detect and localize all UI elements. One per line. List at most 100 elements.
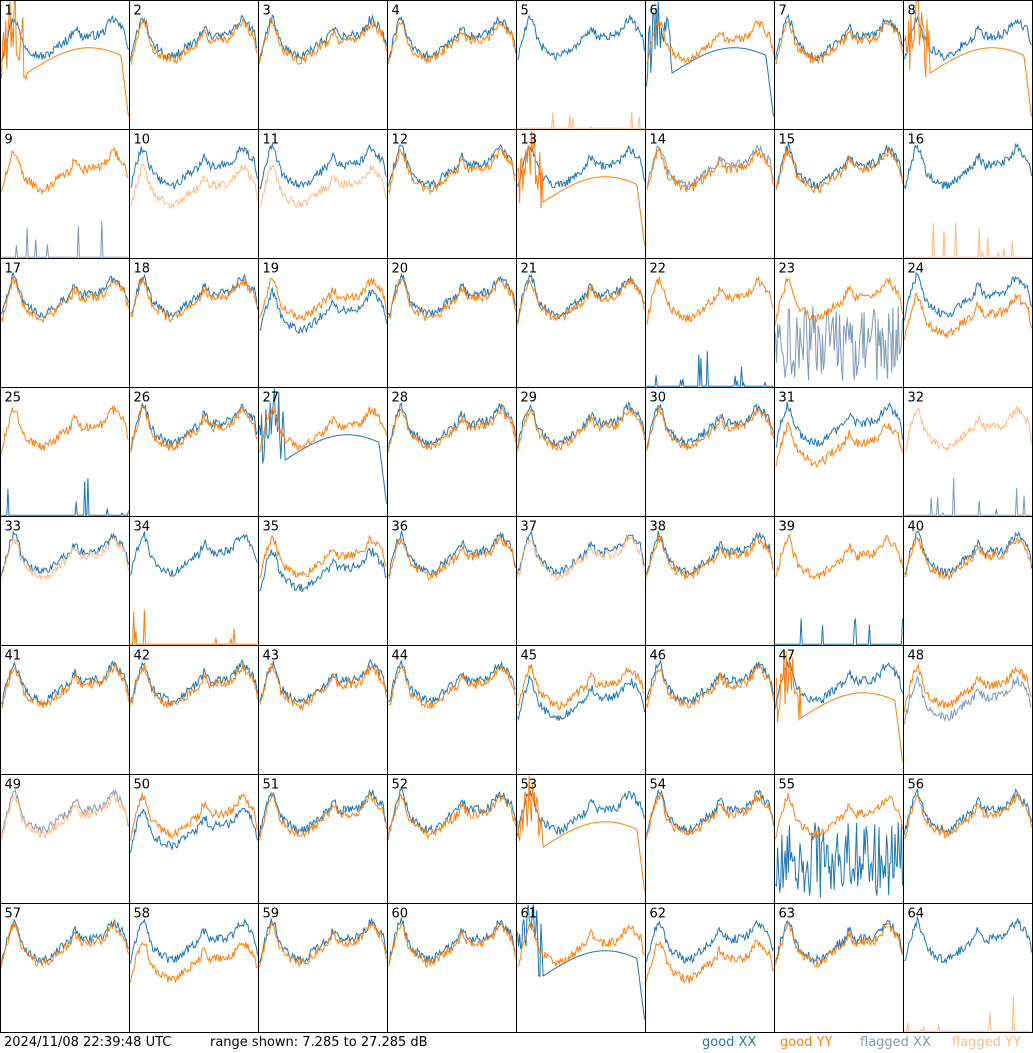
panel-label: 35: [263, 520, 280, 535]
panel-label: 58: [134, 907, 151, 922]
panel-label: 26: [134, 391, 151, 406]
panel-61: 61: [516, 903, 646, 1033]
panel-label: 8: [908, 4, 916, 19]
panel-label: 60: [392, 907, 409, 922]
series-xx-panel-16: [904, 142, 1032, 190]
panel-label: 45: [521, 649, 538, 664]
panel-9: 9: [0, 129, 130, 259]
panel-58: 58: [129, 903, 259, 1033]
series-xx-panel-63: [775, 919, 903, 964]
panel-label: 46: [650, 649, 667, 664]
series-yy-panel-2: [130, 18, 258, 66]
series-xx-panel-40: [904, 531, 1032, 579]
panel-frame: [516, 129, 646, 259]
panel-19: 19: [258, 258, 388, 388]
series-xx-panel-35: [259, 547, 387, 593]
panel-label: 21: [521, 262, 538, 277]
series-yy-panel-20: [388, 277, 516, 321]
panel-label: 17: [5, 262, 22, 277]
panel-46: 46: [645, 645, 775, 775]
series-yy-panel-51: [259, 792, 387, 841]
panel-label: 16: [908, 133, 925, 148]
panel-52: 52: [387, 774, 517, 904]
panel-label: 48: [908, 649, 925, 664]
panel-frame: [516, 774, 646, 904]
panel-53: 53: [516, 774, 646, 904]
panel-6: 6: [645, 0, 775, 130]
series-xx-panel-52: [388, 788, 516, 837]
series-yy-panel-38: [646, 534, 774, 580]
panel-35: 35: [258, 516, 388, 646]
series-xx-panel-4: [388, 15, 516, 61]
panel-13: 13: [516, 129, 646, 259]
panel-frame: [903, 645, 1033, 775]
panel-label: 24: [908, 262, 925, 277]
panel-2: 2: [129, 0, 259, 130]
panel-59: 59: [258, 903, 388, 1033]
series-yy-panel-11: [259, 164, 387, 208]
series-yy-panel-10: [130, 163, 258, 209]
series-xx-panel-59: [259, 918, 387, 965]
series-xx-panel-30: [646, 403, 774, 448]
panel-label: 50: [134, 778, 151, 793]
panel-label: 54: [650, 778, 667, 793]
panel-label: 11: [263, 133, 280, 148]
panel-24: 24: [903, 258, 1033, 388]
series-yy-panel-15: [775, 147, 903, 195]
panel-label: 34: [134, 520, 151, 535]
panel-frame: [129, 516, 259, 646]
series-yy-panel-27: [259, 406, 387, 453]
panel-frame: [903, 903, 1033, 1033]
panel-frame: [387, 645, 517, 775]
panel-label: 41: [5, 649, 22, 664]
series-xx-panel-48: [904, 675, 1032, 725]
series-xx-panel-39: [775, 618, 903, 645]
series-yy-panel-22: [646, 275, 774, 326]
panel-frame: [258, 774, 388, 904]
series-xx-panel-28: [388, 402, 516, 449]
panel-frame: [645, 903, 775, 1033]
panel-label: 62: [650, 907, 667, 922]
series-yy-panel-50: [130, 792, 258, 841]
panel-frame: [645, 387, 775, 517]
panel-label: 22: [650, 262, 667, 277]
series-yy-panel-36: [388, 536, 516, 582]
panel-frame: [129, 774, 259, 904]
series-yy-panel-29: [517, 407, 645, 452]
panel-label: 42: [134, 649, 151, 664]
panel-10: 10: [129, 129, 259, 259]
panel-label: 63: [779, 907, 796, 922]
panel-frame: [903, 387, 1033, 517]
series-yy-panel-62: [646, 939, 774, 984]
series-yy-panel-56: [904, 793, 1032, 839]
series-yy-panel-54: [646, 792, 774, 840]
series-yy-panel-25: [1, 404, 129, 454]
panel-label: 64: [908, 907, 925, 922]
panel-frame: [0, 516, 130, 646]
series-yy-panel-21: [517, 277, 645, 326]
panel-11: 11: [258, 129, 388, 259]
panel-frame: [516, 0, 646, 130]
panel-label: 19: [263, 262, 280, 277]
legend-good-xx: good XX: [702, 1035, 757, 1050]
panel-frame: [258, 516, 388, 646]
series-yy-panel-64: [904, 996, 1032, 1033]
legend-flagged-yy: flagged YY: [952, 1035, 1021, 1050]
series-xx-panel-60: [388, 917, 516, 964]
panel-8: 8: [903, 0, 1033, 130]
series-xx-panel-22: [646, 351, 774, 387]
panel-12: 12: [387, 129, 517, 259]
series-xx-panel-9: [1, 221, 129, 258]
panel-label: 38: [650, 520, 667, 535]
panel-label: 18: [134, 262, 151, 277]
series-xx-panel-62: [646, 919, 774, 964]
panel-label: 44: [392, 649, 409, 664]
series-yy-panel-63: [775, 920, 903, 968]
series-yy-panel-48: [904, 662, 1032, 713]
series-yy-panel-14: [646, 146, 774, 193]
panel-frame: [645, 774, 775, 904]
panel-50: 50: [129, 774, 259, 904]
series-yy-panel-6: [646, 19, 774, 66]
legend-flagged-xx: flagged XX: [860, 1035, 931, 1050]
panel-label: 43: [263, 649, 280, 664]
